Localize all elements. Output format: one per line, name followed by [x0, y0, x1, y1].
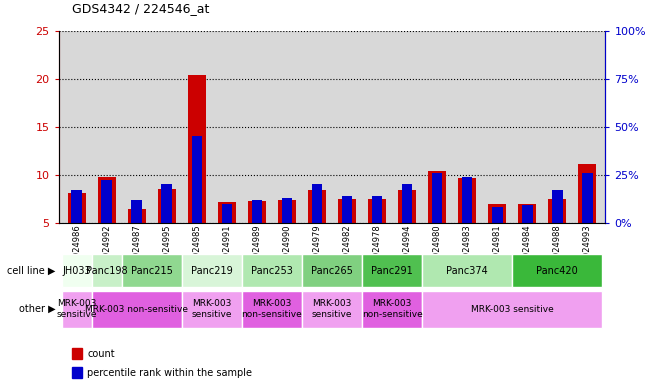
- Bar: [158, 189, 176, 271]
- Text: count: count: [87, 349, 115, 359]
- Bar: [218, 202, 236, 271]
- Bar: [278, 200, 296, 271]
- FancyBboxPatch shape: [92, 254, 122, 287]
- Bar: [191, 136, 202, 271]
- FancyBboxPatch shape: [182, 291, 242, 328]
- Bar: [308, 190, 326, 271]
- Text: cell line ▶: cell line ▶: [7, 266, 55, 276]
- Bar: [72, 348, 82, 359]
- FancyBboxPatch shape: [182, 254, 242, 287]
- Bar: [248, 200, 266, 271]
- Bar: [338, 199, 356, 271]
- Bar: [522, 205, 533, 271]
- Bar: [518, 205, 536, 271]
- Bar: [428, 171, 446, 271]
- Bar: [102, 180, 112, 271]
- Bar: [402, 184, 412, 271]
- Text: MRK-003
sensitive: MRK-003 sensitive: [57, 300, 97, 319]
- FancyBboxPatch shape: [302, 254, 362, 287]
- Text: Panc420: Panc420: [536, 266, 578, 276]
- Bar: [132, 200, 142, 271]
- FancyBboxPatch shape: [62, 291, 92, 328]
- Text: Panc219: Panc219: [191, 266, 232, 276]
- Bar: [282, 198, 292, 271]
- Bar: [458, 178, 477, 271]
- Bar: [161, 184, 172, 271]
- Bar: [488, 204, 506, 271]
- FancyBboxPatch shape: [242, 254, 302, 287]
- Text: MRK-003
non-sensitive: MRK-003 non-sensitive: [362, 300, 422, 319]
- FancyBboxPatch shape: [92, 291, 182, 328]
- Bar: [548, 199, 566, 271]
- Bar: [462, 177, 473, 271]
- Bar: [372, 196, 382, 271]
- Text: MRK-003
sensitive: MRK-003 sensitive: [312, 300, 352, 319]
- FancyBboxPatch shape: [362, 291, 422, 328]
- Text: Panc374: Panc374: [447, 266, 488, 276]
- FancyBboxPatch shape: [242, 291, 302, 328]
- FancyBboxPatch shape: [362, 254, 422, 287]
- Bar: [72, 367, 82, 378]
- Text: Panc198: Panc198: [86, 266, 128, 276]
- Bar: [128, 209, 146, 271]
- FancyBboxPatch shape: [422, 291, 602, 328]
- Bar: [252, 200, 262, 271]
- Text: Panc265: Panc265: [311, 266, 353, 276]
- Bar: [582, 173, 592, 271]
- FancyBboxPatch shape: [62, 254, 92, 287]
- FancyBboxPatch shape: [422, 254, 512, 287]
- Bar: [578, 164, 596, 271]
- Bar: [221, 204, 232, 271]
- Bar: [98, 177, 116, 271]
- Text: GDS4342 / 224546_at: GDS4342 / 224546_at: [72, 2, 209, 15]
- Text: Panc215: Panc215: [131, 266, 173, 276]
- Bar: [492, 207, 503, 271]
- Text: MRK-003 non-sensitive: MRK-003 non-sensitive: [85, 305, 188, 314]
- Text: percentile rank within the sample: percentile rank within the sample: [87, 368, 252, 378]
- FancyBboxPatch shape: [302, 291, 362, 328]
- Bar: [342, 196, 352, 271]
- Bar: [368, 199, 386, 271]
- Bar: [432, 173, 443, 271]
- Text: Panc253: Panc253: [251, 266, 293, 276]
- Bar: [312, 184, 322, 271]
- Text: other ▶: other ▶: [19, 304, 55, 314]
- Text: MRK-003 sensitive: MRK-003 sensitive: [471, 305, 553, 314]
- FancyBboxPatch shape: [512, 254, 602, 287]
- Text: MRK-003
sensitive: MRK-003 sensitive: [191, 300, 232, 319]
- Bar: [187, 75, 206, 271]
- Bar: [398, 190, 416, 271]
- Bar: [552, 190, 562, 271]
- Bar: [72, 190, 82, 271]
- FancyBboxPatch shape: [122, 254, 182, 287]
- Text: JH033: JH033: [62, 266, 91, 276]
- Text: Panc291: Panc291: [371, 266, 413, 276]
- Text: MRK-003
non-sensitive: MRK-003 non-sensitive: [242, 300, 302, 319]
- Bar: [68, 193, 86, 271]
